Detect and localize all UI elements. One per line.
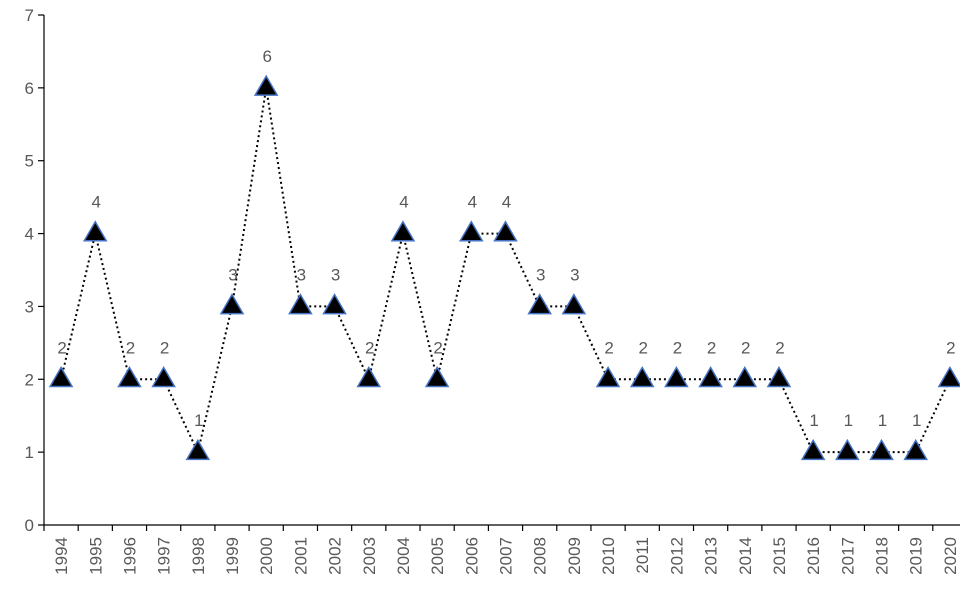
y-tick-label: 6 [25,79,34,98]
data-point-marker [459,220,484,242]
data-point-marker [664,366,689,388]
data-label: 2 [126,338,135,357]
x-tick-label: 2002 [326,537,345,575]
data-label: 3 [228,265,237,284]
data-point-marker [424,366,450,388]
data-label: 2 [707,338,716,357]
x-tick-label: 2018 [873,537,892,575]
x-tick-label: 2013 [702,537,721,575]
axes [43,15,960,526]
data-label: 1 [912,411,921,430]
data-point-marker [253,74,279,96]
x-tick-label: 2003 [360,537,379,575]
y-tick-label: 4 [25,225,34,244]
y-tick-label: 5 [25,152,34,171]
x-tick-label: 2012 [667,537,686,575]
x-tick-label: 2010 [599,537,618,575]
data-label: 1 [194,411,203,430]
x-tick-label: 1997 [155,537,174,575]
data-label: 2 [604,338,613,357]
data-point-marker [937,366,960,388]
data-label: 4 [468,193,477,212]
y-tick-label: 2 [25,370,34,389]
y-tick-label: 0 [25,516,34,535]
x-tick-label: 2014 [736,537,755,575]
data-point-marker [82,220,108,242]
data-label: 2 [741,338,750,357]
data-point-marker [493,220,518,242]
y-tick-label: 7 [25,6,34,25]
data-label: 2 [673,338,682,357]
series-line [60,87,951,456]
x-tick-label: 2017 [838,537,857,575]
data-label: 2 [57,338,66,357]
data-label: 1 [878,411,887,430]
x-tick-label: 1999 [223,537,242,575]
data-label: 2 [946,338,955,357]
x-tick-label: 2019 [907,537,926,575]
data-point-marker [322,293,347,315]
data-point-marker [151,366,176,388]
data-label: 1 [844,411,853,430]
data-label: 2 [160,338,169,357]
series-markers [48,74,960,461]
x-axis-ticks: 1994 1995 1996 1997 1998 1999 2000 2001 2002 2003… [43,525,960,575]
data-point-marker [869,438,894,461]
data-label: 3 [536,265,545,284]
x-tick-label: 2015 [770,537,789,575]
data-point-marker [835,438,860,461]
y-tick-label: 1 [25,443,34,462]
x-tick-label: 2005 [428,537,447,575]
data-label: 3 [570,265,579,284]
data-point-marker [903,438,929,461]
x-tick-label: 1996 [120,537,139,575]
data-point-marker [732,366,758,388]
data-label: 6 [262,47,271,66]
data-labels: 2 4 2 2 1 3 6 3 3 2 4 2 4 4 3 3 2 2 2 2 2 2 1 1 1 1 2 [57,47,955,430]
data-point-marker [390,220,416,242]
x-tick-label: 2011 [633,537,652,574]
data-label: 4 [399,193,408,212]
x-tick-label: 2007 [497,537,516,575]
data-label: 3 [297,265,306,284]
x-tick-label: 1998 [189,537,208,575]
data-label: 3 [331,265,340,284]
x-tick-label: 2000 [257,537,276,575]
data-point-marker [185,438,211,461]
data-point-marker [356,366,382,388]
data-point-marker [527,293,552,315]
x-tick-label: 1995 [86,537,105,575]
data-point-marker [561,293,587,315]
data-point-marker [629,366,655,388]
data-point-marker [595,366,621,388]
x-tick-label: 1994 [52,537,71,575]
data-point-marker [698,366,723,388]
x-tick-label: 2009 [565,537,584,575]
x-tick-label: 2004 [394,537,413,575]
y-axis-ticks: 0 1 2 3 4 5 6 7 [25,6,44,535]
data-label: 2 [433,338,442,357]
data-point-marker [48,366,74,388]
data-label: 2 [639,338,648,357]
x-tick-label: 2016 [804,537,823,575]
data-point-marker [288,293,313,315]
x-tick-label: 2008 [531,537,550,575]
data-point-marker [117,366,142,388]
x-tick-label: 2001 [291,537,310,575]
y-tick-label: 3 [25,297,34,316]
data-label: 2 [365,338,374,357]
data-point-marker [766,366,792,388]
data-point-marker [219,293,245,315]
data-label: 2 [775,338,784,357]
data-label: 1 [809,411,818,430]
x-tick-label: 2006 [462,537,481,575]
data-label: 4 [92,193,101,212]
x-tick-label: 2020 [941,537,960,575]
data-point-marker [800,438,826,461]
data-label: 4 [502,193,511,212]
